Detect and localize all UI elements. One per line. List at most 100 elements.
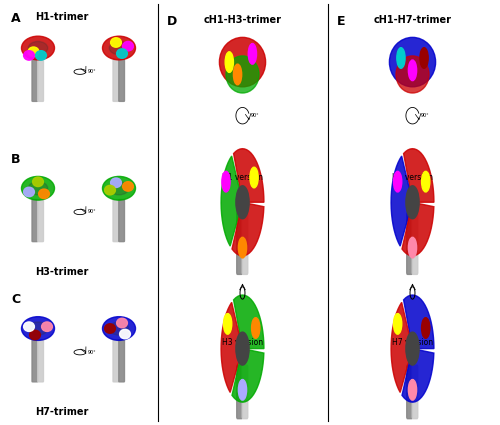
Polygon shape (232, 348, 264, 402)
Circle shape (252, 318, 260, 338)
Text: 90°: 90° (88, 350, 96, 355)
FancyBboxPatch shape (38, 340, 44, 382)
FancyBboxPatch shape (119, 199, 124, 242)
Circle shape (122, 182, 134, 191)
Circle shape (110, 178, 122, 187)
Text: H7-trimer: H7-trimer (36, 407, 88, 417)
Circle shape (406, 186, 419, 219)
Text: H1 version: H1 version (392, 173, 433, 182)
FancyBboxPatch shape (32, 340, 38, 382)
Circle shape (120, 329, 130, 339)
Polygon shape (402, 202, 434, 256)
FancyBboxPatch shape (113, 59, 118, 102)
Circle shape (42, 322, 52, 332)
FancyBboxPatch shape (412, 365, 418, 419)
FancyBboxPatch shape (38, 199, 44, 242)
Ellipse shape (22, 176, 54, 200)
FancyBboxPatch shape (32, 59, 38, 102)
Circle shape (122, 42, 134, 51)
Circle shape (110, 38, 122, 47)
FancyBboxPatch shape (242, 365, 248, 419)
Circle shape (394, 171, 402, 192)
Circle shape (225, 52, 234, 72)
Circle shape (24, 51, 34, 60)
FancyBboxPatch shape (113, 199, 118, 242)
FancyBboxPatch shape (406, 212, 412, 275)
Circle shape (236, 186, 249, 219)
Polygon shape (234, 149, 264, 202)
Ellipse shape (226, 56, 259, 93)
Polygon shape (404, 149, 434, 202)
Text: 90°: 90° (251, 113, 260, 118)
Circle shape (408, 237, 416, 258)
Circle shape (104, 185, 116, 195)
Text: 90°: 90° (88, 69, 96, 74)
Ellipse shape (28, 42, 48, 54)
Polygon shape (391, 156, 412, 246)
Circle shape (24, 322, 34, 332)
Polygon shape (404, 295, 434, 348)
Text: A: A (11, 12, 20, 26)
Ellipse shape (22, 36, 54, 60)
FancyBboxPatch shape (406, 365, 412, 419)
Text: 90°: 90° (88, 210, 96, 215)
Polygon shape (234, 295, 264, 348)
Ellipse shape (102, 36, 136, 60)
Polygon shape (232, 202, 264, 256)
Circle shape (36, 51, 46, 60)
Ellipse shape (109, 182, 129, 195)
Ellipse shape (109, 322, 129, 335)
Text: B: B (11, 153, 20, 166)
Circle shape (234, 64, 241, 85)
Text: 90°: 90° (421, 113, 430, 118)
FancyBboxPatch shape (38, 59, 44, 102)
Text: C: C (11, 293, 20, 306)
Circle shape (28, 47, 39, 57)
Circle shape (422, 318, 430, 338)
Text: cH1-H3-trimer: cH1-H3-trimer (204, 15, 282, 25)
Circle shape (406, 332, 419, 365)
Circle shape (397, 48, 405, 68)
Circle shape (238, 237, 246, 258)
Text: H1 version: H1 version (222, 173, 263, 182)
Ellipse shape (220, 37, 266, 87)
Ellipse shape (22, 317, 54, 340)
Circle shape (408, 60, 416, 81)
Text: H1-trimer: H1-trimer (36, 12, 88, 23)
FancyBboxPatch shape (236, 212, 242, 275)
Text: H3-trimer: H3-trimer (36, 266, 88, 277)
Circle shape (116, 318, 128, 328)
Circle shape (250, 167, 258, 188)
Ellipse shape (28, 182, 48, 195)
FancyBboxPatch shape (119, 59, 124, 102)
Circle shape (32, 177, 44, 187)
Circle shape (408, 380, 416, 400)
Ellipse shape (28, 322, 48, 335)
Circle shape (116, 49, 128, 58)
FancyBboxPatch shape (32, 199, 38, 242)
Circle shape (224, 314, 232, 334)
Text: cH1-H7-trimer: cH1-H7-trimer (374, 15, 452, 25)
Text: H7 version: H7 version (392, 338, 433, 347)
Text: H3 version: H3 version (222, 338, 263, 347)
Ellipse shape (109, 42, 129, 54)
Circle shape (236, 332, 249, 365)
Polygon shape (221, 156, 242, 246)
Circle shape (394, 314, 402, 334)
Circle shape (222, 171, 230, 192)
FancyBboxPatch shape (242, 212, 248, 275)
Circle shape (248, 43, 256, 64)
Circle shape (24, 187, 34, 197)
Circle shape (104, 324, 116, 333)
FancyBboxPatch shape (412, 212, 418, 275)
Polygon shape (391, 302, 412, 392)
Text: E: E (336, 15, 345, 28)
Circle shape (30, 330, 40, 340)
Ellipse shape (396, 56, 429, 93)
FancyBboxPatch shape (119, 340, 124, 382)
Polygon shape (402, 348, 434, 402)
Circle shape (38, 189, 50, 198)
Text: D: D (166, 15, 177, 28)
FancyBboxPatch shape (236, 365, 242, 419)
Polygon shape (221, 302, 242, 392)
